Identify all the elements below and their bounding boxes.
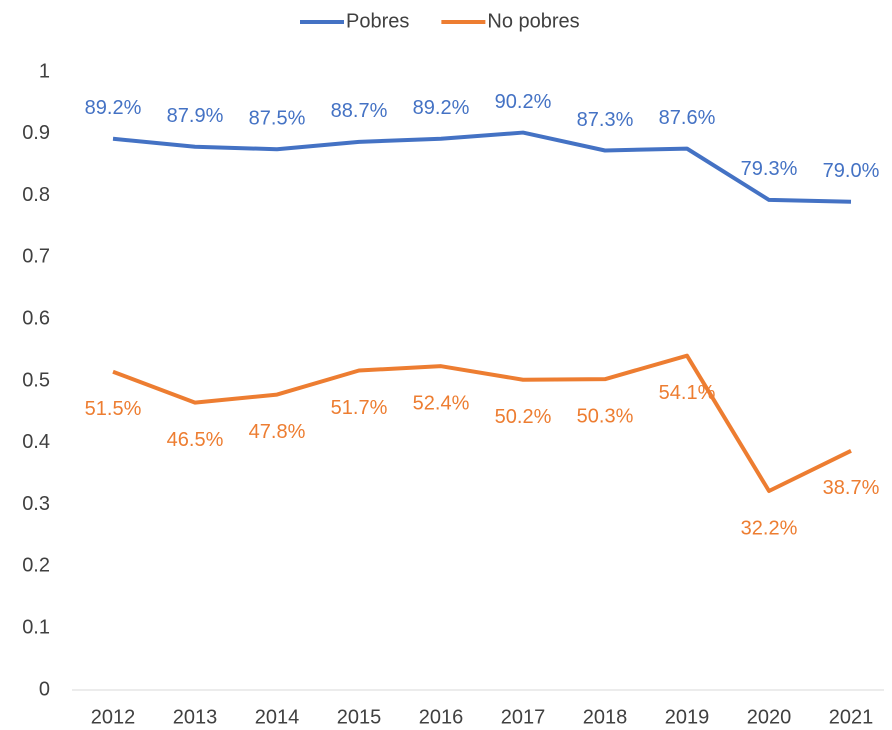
data-label: 87.5%: [249, 108, 306, 130]
data-label: 79.3%: [741, 158, 798, 180]
x-tick-label: 2018: [583, 706, 628, 728]
y-tick-label: 0.5: [22, 369, 50, 391]
legend-label: No pobres: [487, 10, 579, 32]
data-label: 51.7%: [331, 397, 388, 419]
y-tick-label: 0.8: [22, 184, 50, 206]
x-tick-label: 2021: [829, 706, 874, 728]
y-tick-label: 0.3: [22, 493, 50, 515]
x-tick-label: 2019: [665, 706, 710, 728]
data-label: 32.2%: [741, 517, 798, 539]
x-tick-label: 2015: [337, 706, 382, 728]
y-tick-label: 0: [39, 678, 50, 700]
x-tick-label: 2013: [173, 706, 218, 728]
data-label: 89.2%: [85, 97, 142, 119]
data-label: 47.8%: [249, 421, 306, 443]
data-label: 54.1%: [659, 382, 716, 404]
x-tick-label: 2020: [747, 706, 792, 728]
data-label: 50.2%: [495, 406, 552, 428]
x-tick-label: 2014: [255, 706, 300, 728]
y-tick-label: 0.4: [22, 431, 50, 453]
data-label: 88.7%: [331, 100, 388, 122]
series-line: [112, 130, 852, 204]
data-label: 87.6%: [659, 107, 716, 129]
data-label: 50.3%: [577, 405, 634, 427]
data-label: 87.9%: [167, 105, 224, 127]
data-label: 90.2%: [495, 91, 552, 113]
y-tick-label: 0.2: [22, 555, 50, 577]
data-label: 87.3%: [577, 109, 634, 131]
data-label: 52.4%: [413, 392, 470, 414]
x-tick-label: 2016: [419, 706, 464, 728]
y-tick-label: 0.1: [22, 616, 50, 638]
y-tick-label: 0.9: [22, 122, 50, 144]
y-tick-label: 0.6: [22, 307, 50, 329]
legend-label: Pobres: [346, 10, 409, 32]
data-label: 38.7%: [823, 477, 880, 499]
x-tick-label: 2012: [91, 706, 136, 728]
data-label: 79.0%: [823, 160, 880, 182]
data-label: 46.5%: [167, 429, 224, 451]
y-tick-label: 1: [39, 60, 50, 82]
series-line: [112, 353, 852, 494]
y-tick-label: 0.7: [22, 246, 50, 268]
data-label: 51.5%: [85, 398, 142, 420]
x-tick-label: 2017: [501, 706, 546, 728]
data-label: 89.2%: [413, 97, 470, 119]
